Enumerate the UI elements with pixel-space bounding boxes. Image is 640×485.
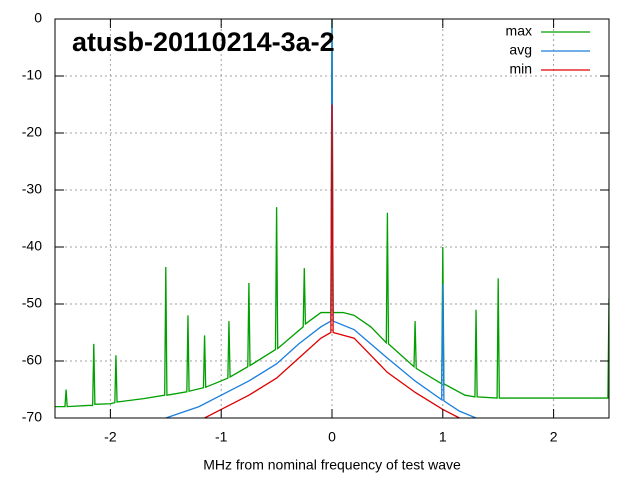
series-line <box>204 104 460 418</box>
legend-label: max <box>506 23 532 39</box>
x-tick-label: 2 <box>550 429 558 445</box>
y-tick-label: -30 <box>22 181 42 197</box>
x-tick-label: -2 <box>104 429 117 445</box>
x-tick-label: -1 <box>215 429 228 445</box>
y-tick-label: -70 <box>22 409 42 425</box>
legend-label: avg <box>509 42 532 58</box>
x-axis-label: MHz from nominal frequency of test wave <box>203 457 461 473</box>
x-tick-label: 0 <box>328 429 336 445</box>
x-tick-label: 1 <box>439 429 447 445</box>
y-tick-label: -60 <box>22 352 42 368</box>
chart-title: atusb-20110214-3a-2 <box>72 27 335 57</box>
y-tick-label: -20 <box>22 124 42 140</box>
y-tick-label: -40 <box>22 238 42 254</box>
y-tick-label: -50 <box>22 295 42 311</box>
y-tick-label: 0 <box>34 10 42 26</box>
legend-label: min <box>509 61 532 77</box>
y-tick-label: -10 <box>22 67 42 83</box>
